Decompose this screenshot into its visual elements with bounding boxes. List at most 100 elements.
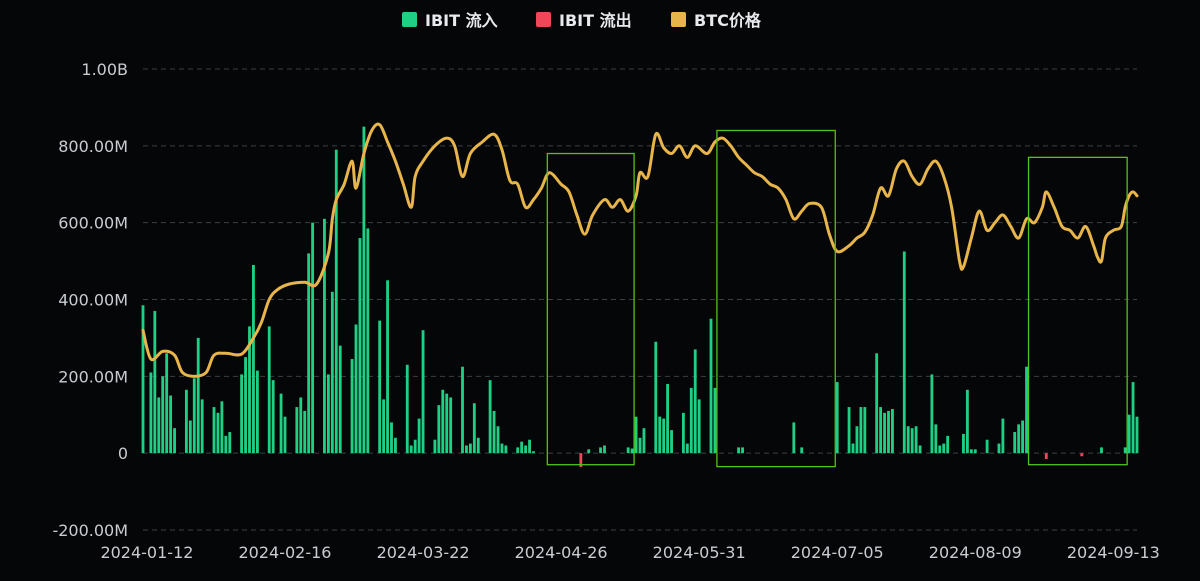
inflow-bar [437,405,441,454]
inflow-bar [516,447,520,454]
inflow-bar [654,341,658,454]
price-line [141,122,1139,378]
inflow-bar [863,407,867,454]
inflow-bar [965,389,969,454]
legend-label-price: BTC价格 [694,11,762,30]
outflow-bar [1080,453,1084,457]
inflow-bar [196,337,200,454]
inflow-bar [946,435,950,454]
legend-swatch-outflow [536,12,551,27]
legend-item-inflow[interactable]: IBIT 流入 [402,11,498,30]
y-tick-label: 200.00M [58,367,128,386]
inflow-bar [709,318,713,454]
inflow-bar [421,330,425,454]
inflow-bar [228,432,232,454]
inflow-bar [1021,420,1025,454]
inflow-bar [835,382,839,454]
x-tick-label: 2024-08-09 [929,543,1022,562]
x-tick-label: 2024-07-05 [791,543,884,562]
inflow-bar [173,428,176,454]
inflow-bar [472,403,476,454]
inflow-bar [299,397,303,454]
legend-item-price[interactable]: BTC价格 [671,11,762,30]
inflow-bar [149,372,153,454]
inflow-bar [528,439,531,454]
inflow-bar [1001,418,1005,454]
inflow-bar [200,399,204,454]
y-tick-label: 400.00M [58,291,128,310]
inflow-bar [386,280,389,454]
y-axis-labels: 1.00B 800.00M 600.00M 400.00M 200.00M 0 -200.0… [52,60,128,540]
inflow-bar [165,353,169,454]
legend-label-outflow: IBIT 流出 [559,11,632,30]
inflow-bar [666,384,670,454]
inflow-bar [413,439,417,454]
highlight-boxes [546,129,1128,468]
inflow-bar [224,435,228,454]
inflow-bar [741,447,744,454]
legend-item-outflow[interactable]: IBIT 流出 [536,11,632,30]
price-line-layer [141,122,1139,378]
inflow-bar [910,428,914,454]
inflow-bar [875,353,879,454]
inflow-bar [240,374,244,454]
inflow-bar [169,395,173,454]
y-tick-label: 0 [118,444,128,463]
inflow-bar [295,407,299,454]
inflow-bar [938,445,942,454]
inflow-bar [468,443,472,454]
inflow-bar [1123,447,1127,454]
inflow-bar [630,448,634,454]
inflow-bar [658,416,662,454]
inflow-bar [524,445,528,454]
inflow-bar [433,439,437,454]
inflow-bar [303,410,307,454]
inflow-bar [220,401,224,454]
inflow-bar [520,441,524,454]
inflow-bar [492,410,496,454]
inflow-bar [603,445,606,454]
inflow-bar [713,387,717,454]
inflow-bar [362,126,366,454]
inflow-bar [394,437,397,454]
inflow-bar [271,380,275,454]
inflow-bar [851,443,855,454]
inflow-bar [962,433,965,454]
x-tick-label: 2024-04-26 [515,543,608,562]
inflow-bar [737,447,741,454]
outflow-bar [579,453,583,467]
inflow-bar [417,418,421,454]
legend-label-inflow: IBIT 流入 [425,11,498,30]
inflow-bar [405,364,409,454]
inflow-bar [267,326,271,454]
inflow-bar [634,416,638,454]
inflow-bar [157,397,161,454]
inflow-bar [697,399,701,454]
inflow-bar [188,420,192,454]
inflow-bar [883,412,886,454]
y-tick-label: 1.00B [81,60,128,79]
inflow-bar [212,407,216,454]
x-tick-label: 2024-09-13 [1067,543,1160,562]
x-axis-labels: 2024-01-12 2024-02-16 2024-03-22 2024-04-26… [100,543,1159,562]
inflow-bar [800,447,804,454]
inflow-bar [930,374,934,454]
inflow-bar [378,320,382,454]
inflow-bar [358,238,362,454]
legend-swatch-inflow [402,12,417,27]
inflow-bar [693,349,697,454]
inflow-bar [504,445,508,454]
inflow-bar [847,407,851,454]
inflow-bar [1017,424,1021,454]
outflow-bar [1044,453,1048,459]
inflow-bar [366,228,370,454]
inflow-bar [252,264,255,454]
inflow-bar [918,445,922,454]
inflow-bar [382,399,386,454]
inflow-bar [792,422,796,454]
inflow-bar [184,389,188,454]
legend-swatch-price [671,12,686,27]
inflow-bar [638,437,642,454]
inflow-bar [969,449,973,454]
